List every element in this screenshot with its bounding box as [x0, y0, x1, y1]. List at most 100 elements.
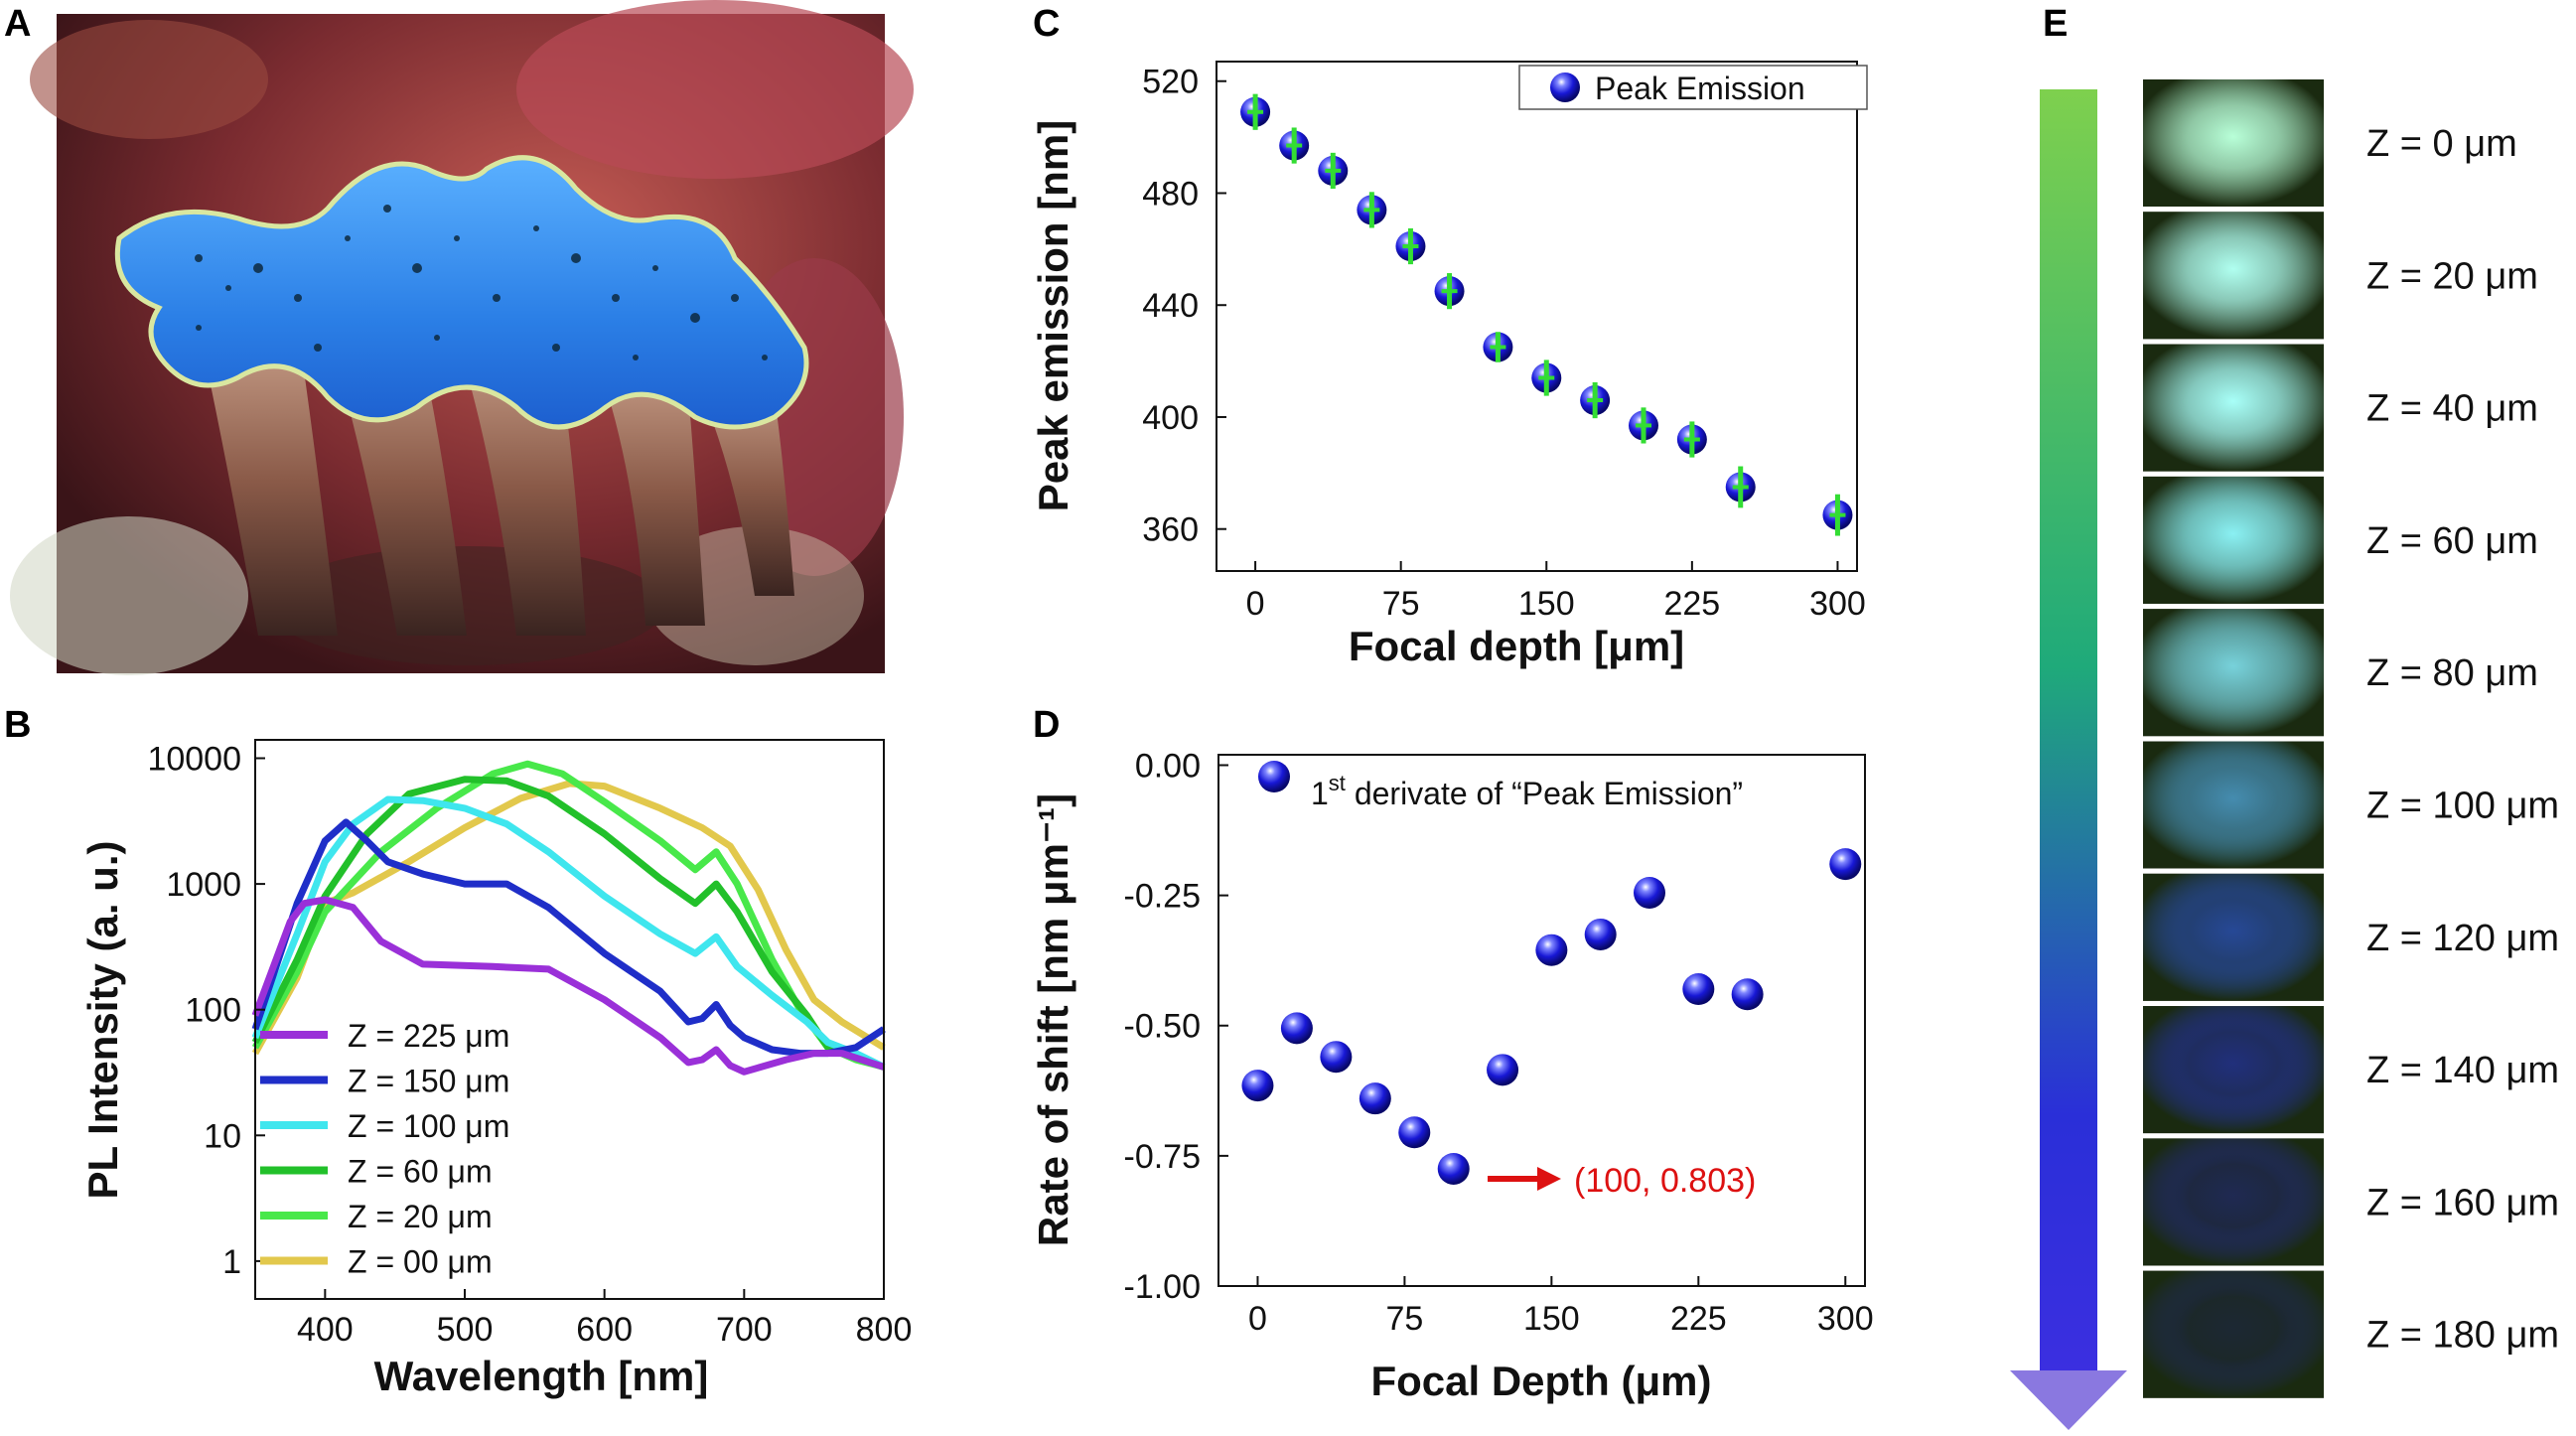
image-tile-glow: [2143, 1270, 2324, 1398]
plot-d-ytick-label: -0.75: [1124, 1138, 1202, 1176]
plot-d-annotation: (100, 0.803): [1488, 1162, 1756, 1200]
plot-c-ylabel: Peak emission [nm]: [1030, 120, 1076, 511]
plot-d-ytick-label: -0.50: [1124, 1008, 1202, 1046]
plot-d-point: [1359, 1082, 1391, 1115]
clam-photo: [10, 0, 914, 675]
image-tile-label: Z = 100 μm: [2366, 786, 2559, 827]
plot-d-legend-rest: derivate of “Peak Emission”: [1346, 776, 1743, 811]
plot-d-ytick-label: 0.00: [1135, 747, 1201, 785]
plot-b-ytick-label: 10: [204, 1117, 241, 1155]
image-tile-label: Z = 20 μm: [2366, 255, 2538, 297]
plot-b-legend-label: Z = 100 μm: [348, 1108, 509, 1144]
plot-c-legend-label: Peak Emission: [1595, 71, 1805, 106]
plot-d-legend-marker: [1258, 761, 1290, 792]
panel-label-b: B: [4, 704, 31, 746]
plot-d-point: [1437, 1152, 1470, 1185]
image-stack: Z = 0 μm Z = 20 μm Z = 40 μm Z = 60 μm Z = 8…: [2143, 79, 2559, 1398]
plot-d-xlabel: Focal Depth (μm): [1370, 1358, 1711, 1404]
plot-c-ytick-label: 400: [1142, 399, 1199, 437]
plot-b-ticks: 400 500 600 700 800 1 10 100 1000 10000: [147, 740, 912, 1349]
plot-d-ytick-label: -0.25: [1124, 878, 1202, 916]
image-tile-label: Z = 80 μm: [2366, 652, 2538, 694]
depth-arrow-head: [2010, 1370, 2127, 1430]
plot-b-xtick-label: 500: [437, 1311, 494, 1349]
plot-b-legend-label: Z = 60 μm: [348, 1154, 493, 1190]
plot-d-point: [1829, 848, 1862, 881]
image-tile-label: Z = 180 μm: [2366, 1315, 2559, 1357]
plot-b-series-line: [251, 896, 886, 1076]
plot-d-xtick-label: 75: [1385, 1300, 1423, 1338]
image-tile-label: Z = 120 μm: [2366, 918, 2559, 959]
plot-d-point: [1584, 918, 1617, 950]
plot-d-point: [1731, 978, 1764, 1011]
plot-d-legend: 1st derivate of “Peak Emission”: [1258, 761, 1743, 811]
image-tile-glow: [2143, 476, 2324, 604]
plot-d: 0 75 150 225 300 0.00 -0.25 -0.50 -0.75 -1.00 1st…: [1030, 747, 1874, 1404]
plot-d-point: [1535, 933, 1568, 966]
plot-b-ytick-label: 1000: [166, 866, 241, 904]
image-tile-glow: [2143, 1138, 2324, 1266]
image-tile-glow: [2143, 609, 2324, 737]
image-tile-glow: [2143, 79, 2324, 207]
plot-b-legend-label: Z = 225 μm: [348, 1018, 509, 1054]
image-tile-glow: [2143, 873, 2324, 1001]
image-tile-glow: [2143, 1006, 2324, 1134]
plot-b-ytick-label: 1: [222, 1243, 241, 1281]
plot-c-ytick-label: 360: [1142, 511, 1199, 549]
image-tile-glow: [2143, 344, 2324, 472]
plot-b-ytick-label: 100: [185, 992, 241, 1030]
plot-d-ticks: 0 75 150 225 300 0.00 -0.25 -0.50 -0.75 -1.00: [1124, 747, 1874, 1338]
plot-b-legend: Z = 225 μm Z = 150 μm Z = 100 μm Z = 60 μm Z…: [260, 1018, 509, 1280]
plot-c-points: [1240, 93, 1853, 536]
plot-d-point: [1241, 1070, 1274, 1102]
panel-label-d: D: [1033, 704, 1060, 746]
plot-d-point: [1280, 1012, 1313, 1045]
plot-b-ytick-label: 10000: [147, 740, 241, 778]
plot-c-ytick-label: 520: [1142, 64, 1199, 101]
plot-d-xtick-label: 150: [1523, 1300, 1580, 1338]
plot-d-xtick-label: 225: [1670, 1300, 1727, 1338]
plot-d-ytick-label: -1.00: [1124, 1268, 1202, 1306]
plot-d-legend-label: 1st derivate of “Peak Emission”: [1311, 771, 1743, 811]
plot-c-xlabel: Focal depth [μm]: [1349, 623, 1684, 669]
image-tile-label: Z = 60 μm: [2366, 520, 2538, 562]
plot-d-point: [1398, 1116, 1431, 1149]
plot-d-legend-prefix: 1: [1311, 776, 1329, 811]
image-tile-label: Z = 140 μm: [2366, 1050, 2559, 1091]
panel-label-a: A: [4, 3, 31, 45]
plot-d-point: [1682, 973, 1715, 1006]
plot-d-xtick-label: 300: [1817, 1300, 1874, 1338]
plot-d-point: [1320, 1041, 1353, 1074]
plot-d-legend-sup: st: [1329, 771, 1346, 795]
plot-b-series-line: [251, 818, 886, 1058]
plot-c-xtick-label: 0: [1246, 585, 1265, 623]
plot-c-xtick-label: 300: [1809, 585, 1866, 623]
plot-c-legend: Peak Emission: [1518, 65, 1868, 110]
image-tile-label: Z = 160 μm: [2366, 1182, 2559, 1223]
plot-c: 0 75 150 225 300 360 400 440 480 520 Peak Emissio…: [1030, 61, 1868, 669]
image-tile-glow: [2143, 741, 2324, 869]
depth-arrow: [2010, 89, 2127, 1430]
depth-arrow-shaft: [2040, 89, 2097, 1370]
plot-c-ticks: 0 75 150 225 300 360 400 440 480 520: [1142, 64, 1866, 623]
plot-b-xlabel: Wavelength [nm]: [374, 1353, 709, 1399]
plot-c-legend-marker: [1550, 72, 1580, 102]
plot-c-ytick-label: 480: [1142, 175, 1199, 213]
plot-b: 400 500 600 700 800 1 10 100 1000 10000 Z = 225 μ…: [79, 739, 912, 1399]
annotation-label: (100, 0.803): [1574, 1162, 1756, 1200]
annotation-arrow-head: [1537, 1167, 1561, 1191]
plot-d-xtick-label: 0: [1248, 1300, 1267, 1338]
plot-b-xtick-label: 400: [297, 1311, 354, 1349]
plot-c-xtick-label: 150: [1518, 585, 1575, 623]
plot-d-point: [1487, 1054, 1519, 1086]
image-tile-glow: [2143, 212, 2324, 340]
plot-b-ylabel: PL Intensity (a. u.): [79, 841, 126, 1200]
panel-label-c: C: [1033, 3, 1060, 45]
plot-b-legend-label: Z = 00 μm: [348, 1244, 493, 1280]
plot-d-point: [1634, 876, 1665, 909]
image-tile-label: Z = 0 μm: [2366, 123, 2517, 165]
plot-d-points: [1241, 848, 1862, 1185]
plot-c-ytick-label: 440: [1142, 287, 1199, 325]
image-tile-label: Z = 40 μm: [2366, 388, 2538, 430]
